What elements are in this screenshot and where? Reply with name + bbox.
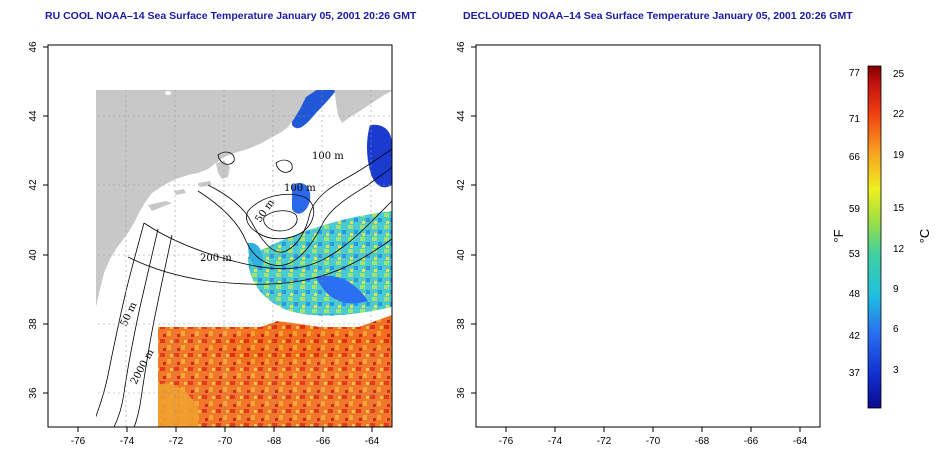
left-y-tick: 38 — [28, 318, 39, 330]
left-y-tick: 40 — [28, 249, 39, 261]
right-y-tick: 40 — [456, 249, 467, 261]
left-x-tick: -68 — [267, 436, 282, 447]
colorbar-celsius-label: °C — [917, 229, 932, 244]
colorbar-c-tick: 6 — [893, 324, 899, 335]
right-contour-label-50m: 50 m — [681, 197, 705, 225]
left-contour-label-100m-north: 100 m — [312, 151, 344, 162]
right-contour-label-50m-south: 50 m — [547, 300, 568, 328]
colorbar-c-tick: 15 — [893, 203, 905, 214]
colorbar-c-tick: 9 — [893, 284, 899, 295]
left-x-tick: -72 — [169, 436, 184, 447]
colorbar-c-tick: 3 — [893, 365, 899, 376]
right-y-tick: 46 — [456, 41, 467, 53]
left-x-tick: -74 — [120, 436, 135, 447]
left-x-tick: -76 — [71, 436, 86, 447]
left-map-title: RU COOL NOAA–14 Sea Surface Temperature … — [45, 10, 417, 22]
left-contour-label-200m: 200 m — [200, 253, 232, 264]
left-x-tick: -70 — [218, 436, 233, 447]
right-x-tick: -66 — [744, 436, 759, 447]
colorbar-f-tick: 66 — [849, 152, 861, 163]
right-y-tick: 44 — [456, 110, 467, 122]
right-x-tick: -76 — [499, 436, 514, 447]
left-x-tick: -64 — [365, 436, 380, 447]
colorbar-c-tick: 19 — [893, 150, 905, 161]
left-y-tick: 42 — [28, 179, 39, 191]
right-contour-label-2000m: 2000 m — [557, 347, 585, 386]
colorbar-f-tick: 77 — [849, 68, 861, 79]
left-y-tick: 44 — [28, 110, 39, 122]
colorbar-gradient — [867, 65, 882, 409]
left-y-tick: 36 — [28, 387, 39, 399]
right-x-tick: -74 — [548, 436, 563, 447]
colorbar-f-tick: 48 — [849, 289, 861, 300]
left-x-tick: -66 — [316, 436, 331, 447]
right-map-title: DECLOUDED NOAA–14 Sea Surface Temperatur… — [463, 10, 853, 22]
right-map: 100 m 100 m 50 m 200 m 50 m 2000 m — [456, 41, 821, 447]
colorbar-f-tick: 71 — [849, 114, 861, 125]
colorbar-c-tick: 25 — [893, 69, 905, 80]
right-y-tick: 36 — [456, 387, 467, 399]
right-y-tick: 42 — [456, 179, 467, 191]
right-x-tick: -72 — [597, 436, 612, 447]
colorbar-c-tick: 22 — [893, 109, 905, 120]
right-y-tick: 38 — [456, 318, 467, 330]
right-contour-label-100m-north: 100 m — [740, 151, 772, 162]
colorbar-fahrenheit-label: °F — [831, 229, 846, 242]
left-map: 100 m 100 m 50 m 200 m 50 m 2000 m — [28, 41, 393, 447]
colorbar-c-tick: 12 — [893, 244, 905, 255]
right-x-tick: -68 — [695, 436, 710, 447]
colorbar-f-tick: 37 — [849, 368, 861, 379]
left-contour-label-100m-georges: 100 m — [284, 183, 316, 194]
left-y-tick: 46 — [28, 41, 39, 53]
colorbar-f-tick: 42 — [849, 331, 861, 342]
colorbar-f-tick: 59 — [849, 204, 861, 215]
right-x-tick: -70 — [646, 436, 661, 447]
colorbar-f-tick: 53 — [849, 249, 861, 260]
right-x-tick: -64 — [793, 436, 808, 447]
colorbar: 77 71 66 59 53 48 42 37 25 22 19 15 12 9… — [831, 65, 932, 409]
right-contour-label-100m-georges: 100 m — [712, 183, 744, 194]
right-contour-label-200m: 200 m — [628, 253, 660, 264]
